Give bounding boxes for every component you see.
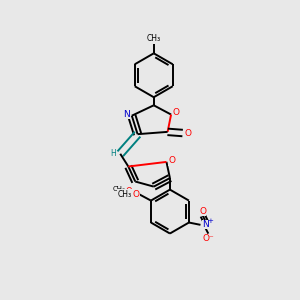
Text: O: O <box>132 190 140 199</box>
Text: O: O <box>199 207 206 216</box>
Text: N: N <box>123 110 129 119</box>
Text: CH₃: CH₃ <box>147 34 161 43</box>
Text: CH₃: CH₃ <box>117 190 131 199</box>
Text: CH₃: CH₃ <box>113 186 125 192</box>
Text: O⁻: O⁻ <box>202 234 214 243</box>
Text: O: O <box>173 108 180 117</box>
Text: H: H <box>110 149 116 158</box>
Text: O: O <box>126 187 132 196</box>
Text: N: N <box>202 220 209 229</box>
Text: +: + <box>207 218 213 224</box>
Text: O: O <box>168 156 175 165</box>
Text: O: O <box>184 128 191 137</box>
